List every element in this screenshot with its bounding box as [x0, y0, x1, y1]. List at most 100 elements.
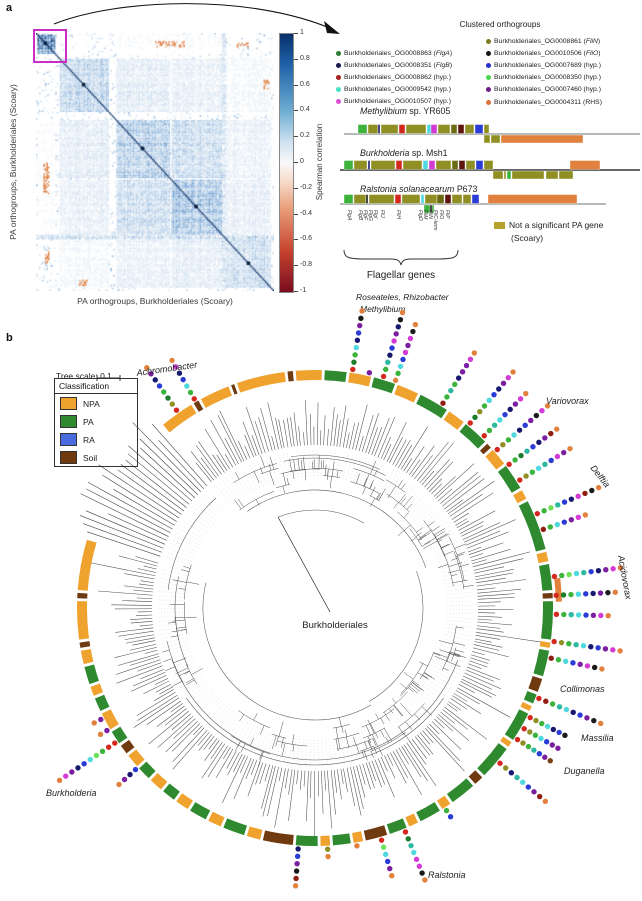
leaf-guide-dots: [155, 449, 474, 768]
ortholog-dot-chain: [378, 837, 395, 879]
orthogroup-legend-item: Burkholderiales_OG0007460 (hyp.): [486, 84, 602, 96]
ortholog-dot-chain: [517, 445, 573, 483]
heatmap-y-axis-label: PA orthogroups, Burkholderiales (Scoary): [8, 84, 18, 240]
orthogroup-legend-text: Burkholderiales_OG0008351 (FlgB): [344, 61, 453, 69]
ortholog-dot-chain: [380, 309, 406, 380]
clade-label: Massilia: [581, 733, 614, 743]
legend-dot-icon: [486, 38, 491, 44]
svg-text:FliC-term: FliC-term: [432, 210, 438, 231]
classification-legend: Classification NPA PA RA Soil: [54, 378, 138, 467]
ortholog-dot-chain: [366, 369, 373, 376]
ortholog-dot-chain: [481, 390, 529, 439]
colorbar-tick-mark: [294, 110, 298, 112]
clade-label: Achromobacter: [135, 359, 199, 378]
classification-label: RA: [83, 434, 95, 445]
colorbar-tick-mark: [294, 239, 298, 241]
colorbar-tick-mark: [294, 187, 298, 189]
root-pointer-line: [277, 516, 331, 613]
svg-text:Burkholderia sp. Msh1: Burkholderia sp. Msh1: [360, 148, 448, 158]
colorbar-tick-label: 0.2: [300, 132, 310, 140]
orthogroup-legend-item: Burkholderiales_OG0010506 (FliO): [486, 47, 602, 59]
colorbar-tick-mark: [294, 162, 298, 163]
heatmap-x-axis-label: PA orthogroups, Burkholderiales (Scoary): [77, 296, 233, 306]
panel-b-label: b: [6, 332, 13, 344]
classification-legend-items: NPA PA RA Soil: [55, 394, 137, 466]
svg-text:FlgA: FlgA: [346, 210, 352, 221]
npa-gene-swatch: [494, 222, 505, 229]
ortholog-dot-chain: [144, 365, 180, 413]
svg-text:Ralstonia solanacearum P673: Ralstonia solanacearum P673: [360, 184, 477, 194]
ortholog-dot-chain: [392, 321, 419, 384]
clade-label: Burkholderia: [46, 788, 97, 798]
note-line1: Not a significant PA gene: [509, 220, 604, 230]
svg-text:FliO: FliO: [438, 210, 444, 219]
classification-legend-title: Classification: [55, 379, 137, 394]
ortholog-dot-chain: [540, 512, 589, 533]
colorbar-tick-label: -0.8: [300, 261, 313, 269]
orthogroup-legend-text: Burkholderiales_OG0007689 (hyp.): [494, 61, 601, 69]
ortholog-dot-chain: [354, 843, 360, 849]
clade-label: Collimonas: [560, 684, 605, 694]
svg-text:FlgI: FlgI: [372, 210, 378, 219]
clade-label: Duganella: [564, 766, 605, 776]
callout-arrow: [53, 3, 340, 34]
orthogroup-legend-text: Burkholderiales_OG0004311 (RHS): [494, 98, 602, 106]
orthogroup-legend-text: Burkholderiales_OG0008861 (FliN): [494, 37, 601, 45]
clade-label-methylibium: Methylibium: [360, 304, 406, 314]
colorbar-tick-mark: [294, 213, 298, 215]
phylogenetic-tree: [162, 454, 474, 766]
colorbar: [279, 33, 294, 293]
classification-item-soil: Soil: [55, 448, 137, 466]
colorbar-tick-mark: [294, 84, 298, 86]
orthogroup-legend-title: Clustered orthogroups: [459, 20, 541, 29]
orthogroup-legend-text: Burkholderiales_OG0010506 (FliO): [494, 49, 601, 57]
orthogroup-legend-text: Burkholderiales_OG0009542 (hyp.): [344, 86, 451, 94]
ortholog-dot-chain: [324, 846, 331, 860]
legend-dot-icon: [486, 99, 491, 105]
ortholog-dot-chain: [551, 565, 624, 580]
colorbar-tick-label: 0.6: [300, 80, 310, 88]
orthogroup-legend-col1: Burkholderiales_OG0008863 (FlgA) Burkhold…: [336, 47, 452, 108]
colorbar-tick-mark: [294, 58, 298, 60]
ortholog-dot-chain: [402, 829, 428, 883]
classification-swatch: [60, 397, 77, 410]
ortholog-dot-chain: [506, 426, 560, 468]
ortholog-dot-chain: [350, 308, 365, 373]
orthogroup-legend-item: Burkholderiales_OG0010507 (hyp.): [336, 96, 452, 108]
ortholog-dot-chain: [527, 714, 568, 739]
ortholog-dot-chain: [521, 726, 561, 751]
orthogroup-legend-text: Burkholderiales_OG0008862 (hyp.): [344, 73, 451, 81]
ortholog-dot-chain: [56, 740, 118, 783]
orthogroup-legend-item: Burkholderiales_OG0004311 (RHS): [486, 96, 602, 108]
colorbar-tick-label: 0: [300, 158, 304, 165]
ortholog-dot-chain: [443, 807, 454, 820]
legend-dot-icon: [486, 62, 491, 68]
legend-dot-icon: [336, 62, 341, 68]
clade-label-roseateles: Roseateles, Rhizobacter: [356, 292, 449, 302]
panel-a-label: a: [6, 2, 13, 14]
svg-text:Methylibium sp. YR605: Methylibium sp. YR605: [360, 106, 450, 116]
orthogroup-legend-item: Burkholderiales_OG0007689 (hyp.): [486, 59, 602, 71]
legend-dot-icon: [486, 50, 491, 56]
colorbar-tick-label: 0.8: [300, 54, 310, 62]
svg-text:FliH: FliH: [395, 210, 401, 219]
orthogroup-legend-text: Burkholderiales_OG0007460 (hyp.): [494, 86, 601, 94]
heatmap-canvas: [36, 33, 274, 291]
ortholog-dot-chain: [551, 638, 623, 654]
orthogroup-legend-text: Burkholderiales_OG0010507 (hyp.): [344, 98, 451, 106]
classification-item-pa: PA: [55, 412, 137, 430]
orthogroup-legend-item: Burkholderiales_OG0009542 (hyp.): [336, 84, 452, 96]
classification-label: Soil: [83, 452, 98, 463]
highlight-box: [33, 29, 67, 63]
ortholog-dot-chain: [169, 357, 197, 402]
legend-dot-icon: [336, 74, 341, 80]
orthogroup-legend-item: Burkholderiales_OG0008351 (FlgB): [336, 59, 452, 71]
svg-text:FliN: FliN: [427, 210, 433, 219]
svg-text:FlgF: FlgF: [362, 210, 368, 221]
orthogroup-dot-chains: [56, 308, 624, 889]
classification-ring: [77, 370, 562, 846]
legend-dot-icon: [486, 75, 491, 81]
orthogroup-legend-item: Burkholderiales_OG0008861 (FliN): [486, 35, 602, 47]
ortholog-dot-chain: [553, 589, 618, 599]
svg-text:FlgB: FlgB: [357, 210, 363, 221]
